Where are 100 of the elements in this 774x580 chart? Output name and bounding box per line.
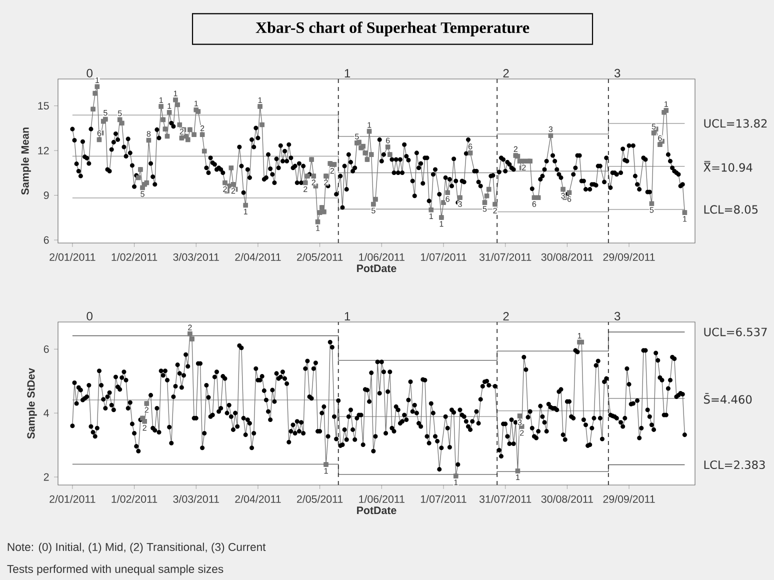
- annotation: 5: [104, 110, 108, 116]
- annotation: LCL=8.05: [704, 205, 758, 214]
- annotation: 1: [316, 225, 320, 231]
- y-tick-label: 6: [44, 236, 49, 244]
- ref-line-label: 1: [344, 312, 350, 320]
- y-tick-label: 15: [38, 102, 49, 110]
- annotation: 1: [516, 474, 520, 480]
- annotation: 1: [174, 90, 178, 96]
- x-tick-label: 2/05/2011: [297, 253, 343, 261]
- annotation: 2: [188, 324, 192, 330]
- x-tick-label: 2/01/2011: [50, 495, 96, 503]
- annotation: 6: [446, 196, 450, 202]
- annotation: UCL=13.82: [704, 119, 767, 128]
- annotation: 1: [258, 97, 262, 103]
- annotation: 1: [578, 333, 582, 339]
- annotation: 2: [304, 186, 308, 192]
- x-tick-label: 31/07/2011: [479, 253, 532, 261]
- annotation: 5: [652, 124, 656, 130]
- annotation: 2: [522, 164, 526, 170]
- annotation: 5: [355, 134, 359, 140]
- annotation: 2: [330, 168, 334, 174]
- text: Note: (0) Initial, (1) Mid, (2) Transitional, (3) Current: [8, 542, 266, 554]
- x-tick-label: 30/08/2011: [541, 495, 593, 503]
- annotation: 3: [561, 192, 565, 199]
- x-tick-label: 3/03/2011: [173, 253, 219, 261]
- annotation: 3: [518, 420, 522, 426]
- x-tick-label: 2/01/2011: [50, 253, 96, 261]
- annotation: 6: [532, 201, 536, 207]
- x-tick-label: 1/07/2011: [420, 495, 466, 503]
- annotation: 5: [482, 206, 487, 212]
- annotation: LCL=2.383: [704, 460, 765, 470]
- y-tick-label: 9: [44, 192, 49, 200]
- text: 0: [86, 312, 92, 320]
- y-tick-label: 4: [44, 409, 49, 417]
- annotation: X̿=10.94: [704, 160, 752, 172]
- x-tick-label: 1/07/2011: [420, 253, 466, 261]
- annotation: 1: [664, 101, 668, 107]
- annotation: 2: [514, 146, 518, 152]
- annotation: 1: [159, 97, 163, 103]
- annotation: 5: [372, 208, 376, 214]
- annotation: 6: [468, 144, 472, 150]
- annotation: 2: [520, 430, 524, 436]
- annotation: 2: [144, 407, 148, 413]
- annotation: S̄=4.460: [704, 393, 752, 404]
- annotation: 6: [386, 138, 390, 144]
- annotation: 1: [454, 480, 458, 486]
- ref-line-label: 1: [344, 69, 350, 78]
- x-tick-label: 1/02/2011: [112, 495, 158, 503]
- x-axis-title: PotDate: [357, 506, 396, 514]
- x-tick-label: 31/07/2011: [479, 495, 532, 503]
- x-tick-label: 29/09/2011: [603, 253, 655, 261]
- annotation: 2: [180, 128, 184, 134]
- annotation: 1: [368, 122, 372, 128]
- annotation: 2: [223, 186, 227, 192]
- annotation: 1: [96, 77, 100, 83]
- x-tick-label: 1/02/2011: [112, 253, 158, 261]
- y-axis-title: Sample StDev: [26, 368, 37, 439]
- ref-line-label: 3: [614, 68, 620, 78]
- x-tick-label: 2/04/2011: [235, 495, 281, 503]
- ref-line-label: 2: [503, 312, 509, 320]
- y-tick-label: 12: [38, 146, 49, 154]
- annotation: 3: [548, 126, 553, 132]
- text: Tests performed with unequal sample sizes: [7, 564, 224, 576]
- chart-title: Xbar-S chart of Superheat Temperature: [256, 22, 530, 36]
- annotation: 2: [231, 188, 236, 194]
- annotation: 3: [458, 201, 462, 207]
- annotation: 8: [146, 131, 151, 137]
- annotation: 2: [312, 180, 316, 186]
- y-axis-title: Sample Mean: [20, 128, 31, 195]
- x-tick-label: 3/03/2011: [173, 495, 219, 503]
- x-tick-label: 1/06/2011: [359, 495, 404, 503]
- annotation: 1: [324, 468, 328, 474]
- ref-line-label: 2: [503, 69, 509, 78]
- annotation: 5: [140, 191, 144, 197]
- annotation: 1: [440, 221, 444, 227]
- annotation: 1: [430, 213, 433, 219]
- annotation: 2: [200, 125, 204, 131]
- annotation: 6: [97, 130, 102, 136]
- x-tick-label: 29/09/2011: [603, 495, 655, 503]
- annotation: 2: [493, 208, 497, 214]
- text: 0: [86, 68, 92, 78]
- annotation: 1: [244, 208, 248, 214]
- annotation: 6: [658, 135, 662, 141]
- x-tick-label: 30/08/2011: [541, 253, 593, 261]
- annotation: 2: [142, 424, 146, 431]
- annotation: UCL=6.537: [704, 328, 767, 336]
- annotation: 5: [118, 110, 122, 116]
- ref-line-label: 3: [614, 312, 620, 320]
- x-axis-title: PotDate: [357, 264, 396, 272]
- x-tick-label: 2/04/2011: [235, 253, 281, 261]
- annotation: 1: [168, 103, 172, 109]
- annotation: 1: [683, 216, 687, 222]
- annotation: 6: [567, 196, 572, 202]
- x-tick-label: 1/06/2011: [359, 253, 404, 261]
- x-tick-label: 2/05/2011: [297, 495, 343, 503]
- annotation: 2: [324, 180, 328, 186]
- annotation: 5: [650, 207, 654, 213]
- y-tick-label: 6: [44, 345, 49, 353]
- y-tick-label: 2: [44, 473, 49, 481]
- annotation: 1: [194, 100, 198, 106]
